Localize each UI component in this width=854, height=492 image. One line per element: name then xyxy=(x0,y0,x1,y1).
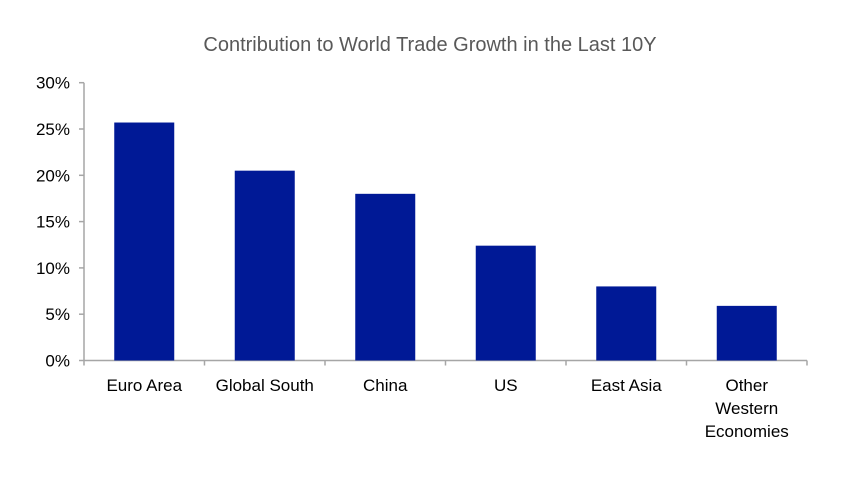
bar xyxy=(475,245,536,361)
y-tick-label: 5% xyxy=(45,305,70,324)
x-tick-label: China xyxy=(363,376,408,395)
x-axis: Euro Area Global South China US East Asia Oth… xyxy=(83,359,808,441)
x-tick-label: East Asia xyxy=(591,376,662,395)
y-tick-label: 10% xyxy=(36,259,70,278)
bar xyxy=(716,305,777,361)
y-tick-label: 0% xyxy=(45,352,70,371)
x-tick-label: Other xyxy=(725,376,768,395)
bars xyxy=(114,122,777,361)
bar xyxy=(234,170,295,361)
x-tick-label: Global South xyxy=(216,376,314,395)
x-tick-label: Euro Area xyxy=(106,376,182,395)
y-tick-label: 30% xyxy=(36,74,70,93)
x-tick-label: US xyxy=(494,376,518,395)
bar xyxy=(114,122,175,361)
bar xyxy=(355,193,416,361)
y-tick-label: 20% xyxy=(36,166,70,185)
bar xyxy=(596,286,657,361)
y-tick-label: 25% xyxy=(36,120,70,139)
x-tick-label: Western xyxy=(715,399,778,418)
x-tick-label: Economies xyxy=(705,422,789,441)
chart-title: Contribution to World Trade Growth in th… xyxy=(203,34,656,56)
y-axis: 0% 5% 10% 15% 20% 25% 30% xyxy=(36,74,85,371)
y-tick-label: 15% xyxy=(36,213,70,232)
